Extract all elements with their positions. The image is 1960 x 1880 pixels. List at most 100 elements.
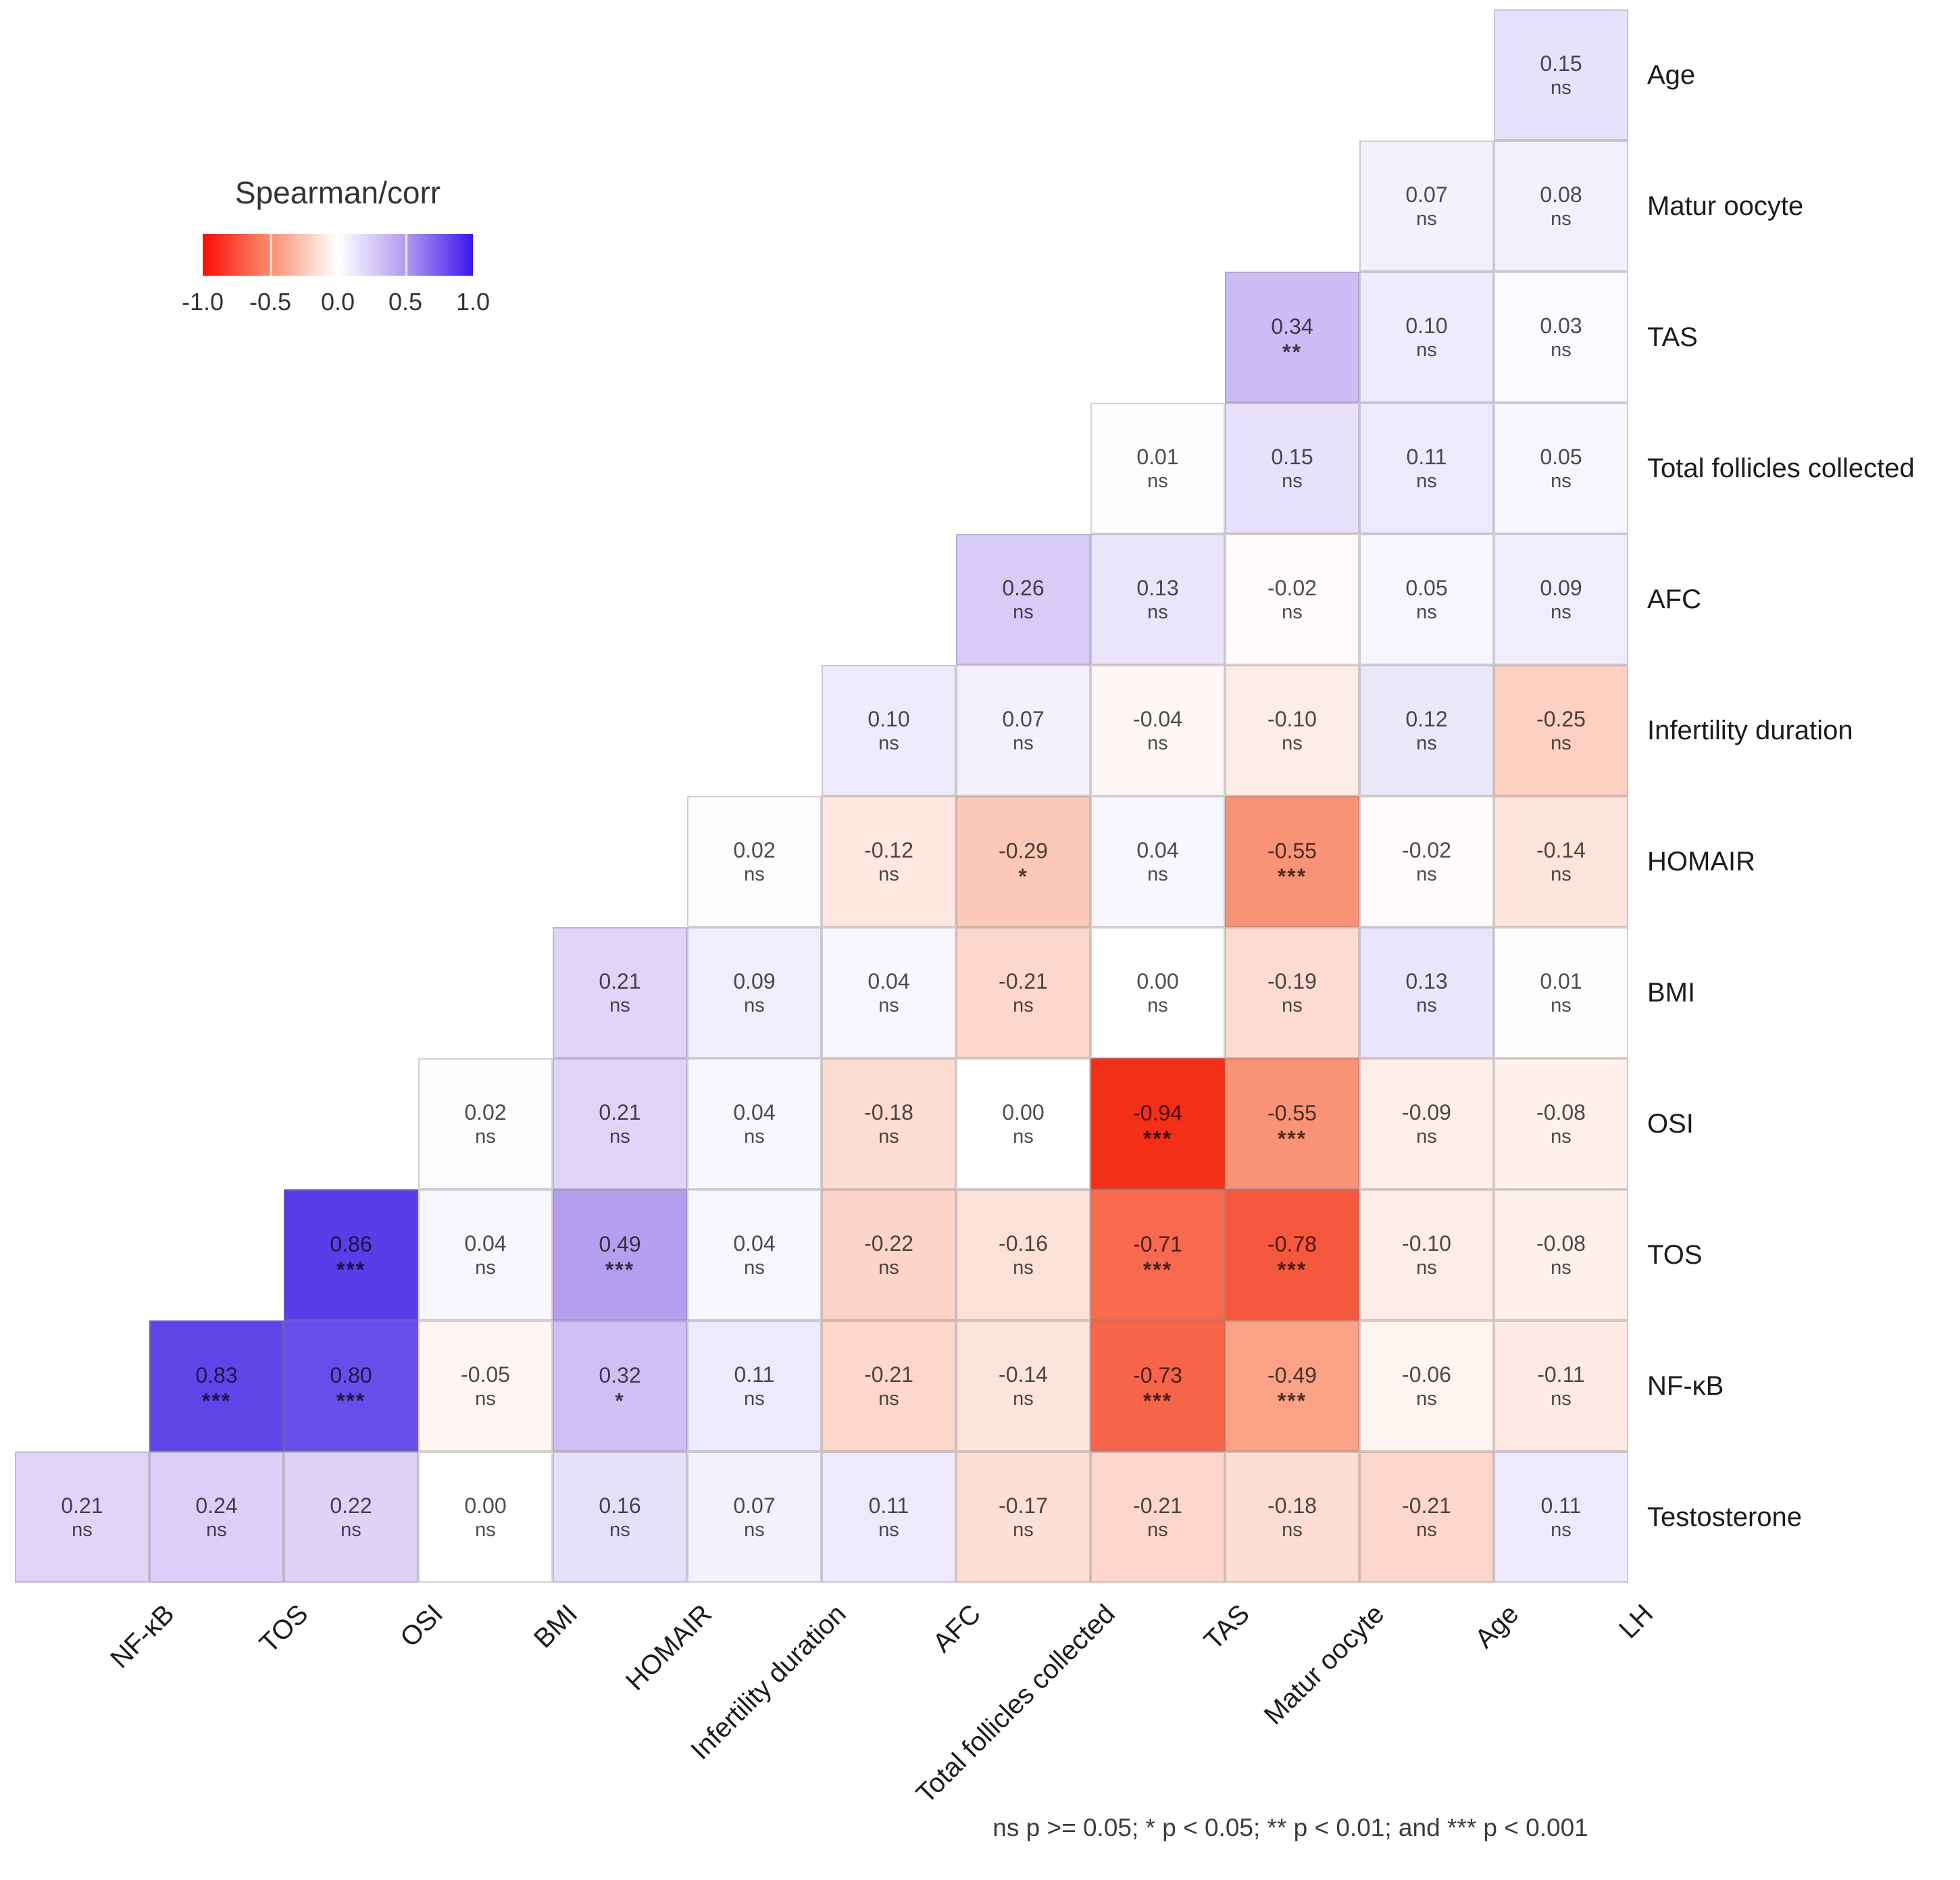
- cell-significance: ***: [201, 1389, 232, 1413]
- cell-significance: ns: [744, 1257, 765, 1279]
- cell-correlation-value: 0.83: [195, 1363, 238, 1387]
- cell-correlation-value: -0.11: [1537, 1362, 1585, 1387]
- cell-correlation-value: 0.32: [599, 1363, 641, 1387]
- heatmap-cell: -0.02 ns: [1359, 796, 1494, 927]
- heatmap-cell: 0.09 ns: [687, 927, 822, 1058]
- cell-significance: ***: [605, 1258, 635, 1282]
- legend-tick-label: -0.5: [249, 288, 292, 316]
- cell-significance: ns: [878, 1519, 899, 1541]
- cell-significance: ***: [1142, 1389, 1173, 1413]
- cell-correlation-value: -0.73: [1133, 1363, 1182, 1387]
- cell-correlation-value: -0.08: [1536, 1231, 1586, 1256]
- heatmap-cell: -0.06 ns: [1359, 1320, 1494, 1452]
- cell-significance: ns: [1551, 601, 1572, 623]
- legend-tick-label: -1.0: [181, 288, 224, 316]
- cell-significance: ***: [336, 1389, 366, 1413]
- cell-significance: ns: [1416, 733, 1437, 754]
- cell-correlation-value: -0.10: [1267, 707, 1317, 731]
- cell-correlation-value: -0.21: [999, 969, 1048, 993]
- row-label: HOMAIR: [1647, 846, 1755, 876]
- cell-significance: ns: [1416, 864, 1437, 885]
- cell-significance: ns: [1013, 601, 1034, 623]
- cell-significance: ns: [475, 1126, 496, 1147]
- heatmap-cell: -0.73 ***: [1090, 1320, 1225, 1452]
- column-label: OSI: [395, 1599, 449, 1653]
- cell-correlation-value: -0.18: [1267, 1493, 1317, 1518]
- cell-correlation-value: -0.02: [1402, 838, 1451, 862]
- heatmap-cell: 0.86 ***: [284, 1189, 418, 1320]
- heatmap-cell: -0.29 *: [956, 796, 1090, 927]
- column-label: HOMAIR: [620, 1599, 718, 1697]
- cell-correlation-value: 0.13: [1136, 576, 1179, 600]
- heatmap-cell: 0.15 ns: [1494, 9, 1628, 141]
- column-label: Matur oocyte: [1258, 1599, 1390, 1731]
- cell-correlation-value: 0.01: [1136, 445, 1179, 469]
- heatmap-cell: 0.12 ns: [1359, 665, 1494, 796]
- cell-significance: ns: [475, 1519, 496, 1541]
- heatmap-cell: 0.16 ns: [553, 1452, 687, 1583]
- heatmap-cell: 0.22 ns: [284, 1452, 418, 1583]
- heatmap-cell: -0.25 ns: [1494, 665, 1628, 796]
- row-label: Total follicles collected: [1647, 453, 1915, 483]
- heatmap-cell: -0.55 ***: [1225, 1058, 1359, 1189]
- cell-significance: ns: [878, 1257, 899, 1279]
- heatmap-cell: -0.08 ns: [1494, 1058, 1628, 1189]
- heatmap-cell: 0.11 ns: [1494, 1452, 1628, 1583]
- row-label: AFC: [1647, 584, 1701, 614]
- row-label: TOS: [1647, 1239, 1703, 1270]
- legend-tick-label: 1.0: [455, 288, 491, 316]
- legend-tick-mark: [338, 234, 340, 276]
- cell-significance: ns: [744, 995, 765, 1016]
- row-label: Infertility duration: [1647, 715, 1853, 745]
- cell-correlation-value: -0.94: [1133, 1101, 1182, 1125]
- cell-correlation-value: -0.55: [1267, 1101, 1317, 1125]
- heatmap-cell: -0.10 ns: [1359, 1189, 1494, 1320]
- cell-significance: ***: [1142, 1127, 1173, 1151]
- cell-correlation-value: 0.11: [734, 1362, 775, 1387]
- cell-correlation-value: 0.09: [733, 969, 776, 993]
- cell-correlation-value: -0.29: [999, 839, 1048, 863]
- cell-correlation-value: -0.12: [864, 838, 913, 862]
- cell-significance: ns: [878, 1388, 899, 1410]
- heatmap-cell: 0.00 ns: [956, 1058, 1090, 1189]
- heatmap-cell: -0.49 ***: [1225, 1320, 1359, 1452]
- heatmap-cell: -0.94 ***: [1090, 1058, 1225, 1189]
- cell-significance: ns: [1013, 1388, 1034, 1410]
- cell-significance: *: [615, 1389, 625, 1413]
- row-label: BMI: [1647, 977, 1696, 1008]
- heatmap-cell: 0.21 ns: [553, 927, 687, 1058]
- heatmap-cell: -0.16 ns: [956, 1189, 1090, 1320]
- heatmap-cell: -0.09 ns: [1359, 1058, 1494, 1189]
- legend-tick-mark: [270, 234, 272, 276]
- cell-correlation-value: 0.49: [599, 1232, 641, 1256]
- cell-significance: ns: [1147, 995, 1168, 1016]
- cell-correlation-value: 0.08: [1540, 182, 1582, 207]
- cell-significance: ns: [1013, 1257, 1034, 1279]
- heatmap-cell: 0.04 ns: [1090, 796, 1225, 927]
- cell-correlation-value: 0.11: [868, 1493, 909, 1518]
- heatmap-cell: 0.09 ns: [1494, 534, 1628, 665]
- heatmap-cell: -0.04 ns: [1090, 665, 1225, 796]
- heatmap-cell: 0.10 ns: [1359, 272, 1494, 403]
- cell-significance: ns: [609, 1519, 630, 1541]
- cell-significance: ns: [1551, 1257, 1572, 1279]
- cell-correlation-value: -0.78: [1267, 1232, 1317, 1256]
- heatmap-cell: 0.00 ns: [418, 1452, 553, 1583]
- cell-significance: ns: [1551, 864, 1572, 885]
- cell-correlation-value: -0.14: [999, 1362, 1048, 1387]
- cell-correlation-value: -0.71: [1133, 1232, 1182, 1256]
- heatmap-cell: 0.49 ***: [553, 1189, 687, 1320]
- heatmap-cell: 0.07 ns: [687, 1452, 822, 1583]
- heatmap-cell: -0.11 ns: [1494, 1320, 1628, 1452]
- heatmap-cell: 0.03 ns: [1494, 272, 1628, 403]
- cell-significance: ns: [1416, 208, 1437, 230]
- heatmap-cell: -0.21 ns: [822, 1320, 956, 1452]
- heatmap-cell: -0.14 ns: [1494, 796, 1628, 927]
- cell-significance: ns: [1416, 601, 1437, 623]
- cell-significance: ns: [744, 1388, 765, 1410]
- row-label: Testosterone: [1647, 1502, 1803, 1532]
- heatmap-cell: -0.14 ns: [956, 1320, 1090, 1452]
- heatmap-cell: -0.02 ns: [1225, 534, 1359, 665]
- cell-correlation-value: -0.14: [1536, 838, 1586, 862]
- cell-correlation-value: 0.02: [464, 1100, 507, 1124]
